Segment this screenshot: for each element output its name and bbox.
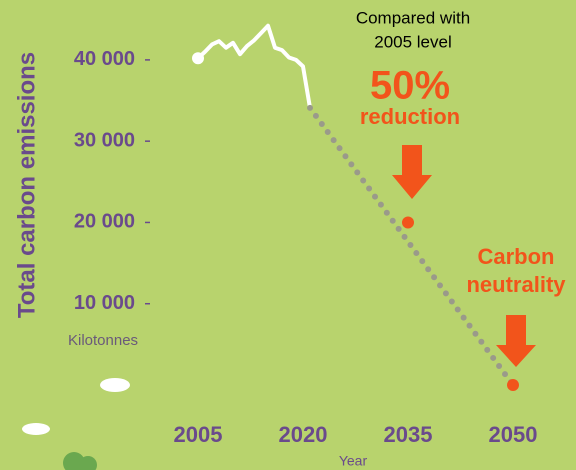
emission-line: [198, 26, 310, 108]
y-tick-label: 40 000: [74, 48, 135, 70]
x-tick-label: 2050: [489, 422, 538, 447]
y-tick-label: 20 000: [74, 211, 135, 233]
x-tick-label: 2020: [279, 422, 328, 447]
annotation: 50%: [370, 64, 450, 108]
y-tick-label: 30 000: [74, 129, 135, 151]
target-point: [507, 379, 519, 391]
chart: Total carbon emissions Kilotonnes Year C…: [0, 0, 576, 470]
y-tick-label: 10 000: [74, 292, 135, 314]
annotation: 2005 level: [374, 32, 452, 51]
y-unit: Kilotonnes: [68, 332, 138, 349]
target-point: [402, 216, 414, 228]
x-tick-label: 2035: [384, 422, 433, 447]
x-tick-label: 2005: [174, 422, 223, 447]
annotation: Compared with: [356, 8, 470, 27]
annotation: neutrality: [466, 272, 566, 297]
y-axis-title: Total carbon emissions: [13, 52, 40, 318]
annotation: Carbon: [478, 244, 555, 269]
annotation: reduction: [360, 104, 460, 129]
page: Total carbon emissions Kilotonnes Year C…: [0, 0, 576, 470]
start-point: [192, 52, 204, 64]
x-axis-title: Year: [339, 453, 368, 469]
